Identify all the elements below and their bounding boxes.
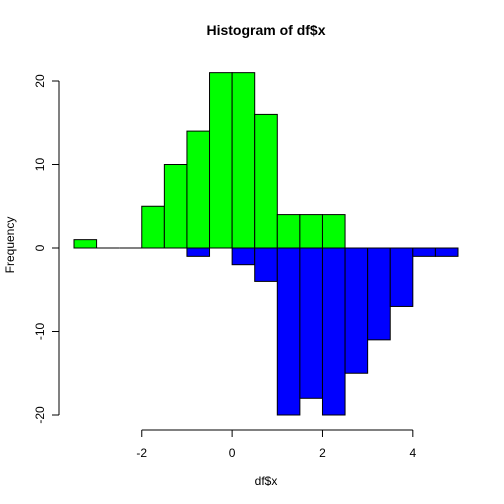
histogram-bar-2-11 — [412, 247, 436, 257]
y-axis-label: Frequency — [3, 217, 17, 274]
y-tick-label: -10 — [33, 323, 47, 341]
y-axis: -20 -10 0 10 20 — [33, 74, 60, 424]
histogram-bar-2-3 — [231, 247, 256, 266]
histogram-bar-2-8 — [344, 247, 369, 374]
histogram-bar-2-5 — [276, 247, 301, 416]
x-axis-label: df$x — [255, 474, 278, 488]
histogram-bar-2-6 — [299, 247, 323, 399]
x-tick-label: 2 — [319, 446, 326, 460]
histogram-bar-1-6 — [186, 130, 211, 249]
y-tick-label: -20 — [33, 406, 47, 424]
histogram-bar-1-7 — [209, 72, 233, 249]
x-tick-label: -2 — [136, 446, 147, 460]
histogram-bar-1-1 — [73, 239, 98, 249]
histogram-bar-2-1 — [186, 247, 211, 257]
histogram-bar-1-5 — [163, 164, 188, 249]
x-axis: -2 0 2 4 — [136, 429, 416, 460]
histogram-bar-2-9 — [367, 247, 391, 341]
x-tick-label: 4 — [409, 446, 416, 460]
histogram-bar-1-4 — [141, 205, 165, 249]
y-tick-label: 0 — [33, 244, 47, 251]
histogram-bar-1-10 — [276, 214, 301, 249]
histogram-bar-2-12 — [434, 247, 459, 257]
histogram-bar-1-8 — [231, 72, 256, 249]
histogram-bar-2-10 — [389, 247, 414, 307]
histogram-bar-1-11 — [299, 214, 323, 249]
x-tick-label: 0 — [229, 446, 236, 460]
histogram-bar-2-7 — [321, 247, 346, 416]
y-tick-label: 20 — [33, 74, 47, 88]
histogram-bar-1-12 — [321, 214, 346, 249]
bars-group — [73, 72, 459, 416]
histogram-bar-2-4 — [254, 247, 278, 282]
y-tick-label: 10 — [33, 158, 47, 172]
chart-title: Histogram of df$x — [206, 22, 325, 38]
histogram-bar-1-9 — [254, 113, 278, 249]
